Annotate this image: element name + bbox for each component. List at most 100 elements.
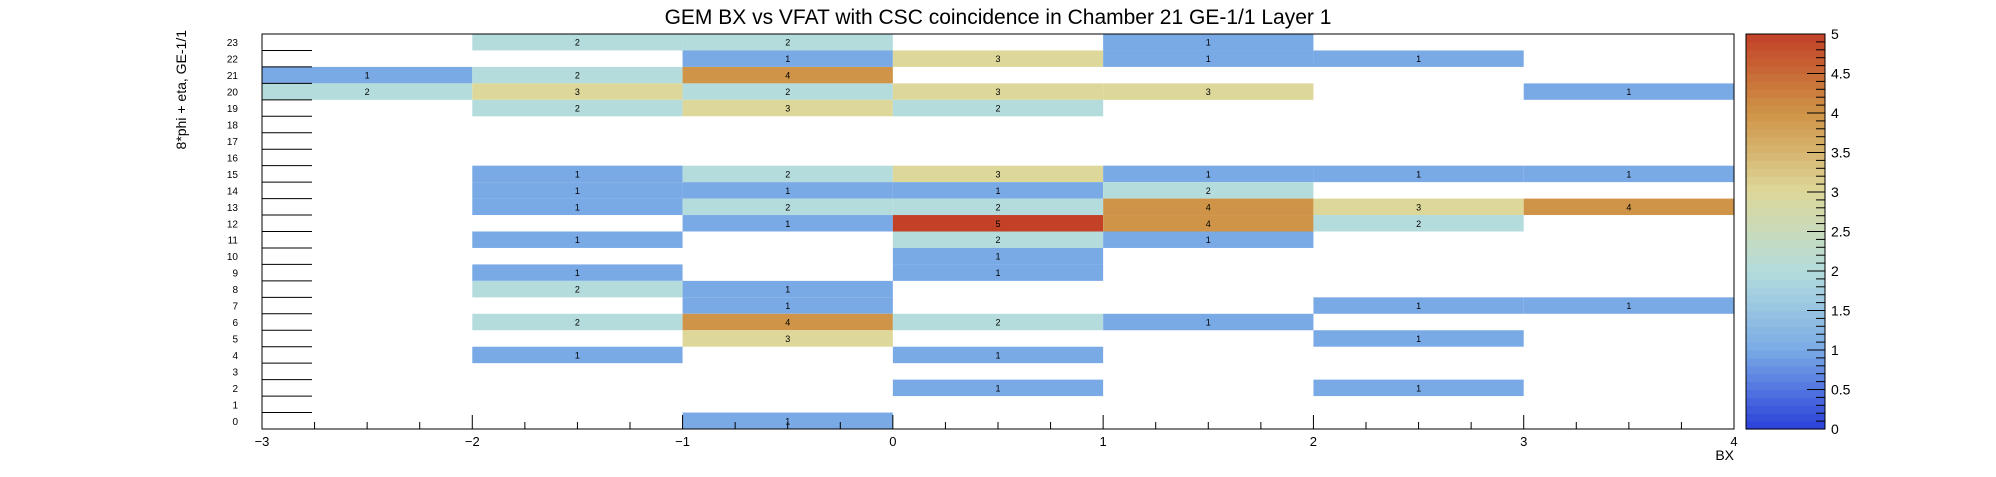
cell-value-label: 1 (785, 416, 790, 426)
heatmap-cell (682, 313, 893, 331)
heatmap-cell (472, 66, 683, 84)
colorbar-band (1746, 144, 1825, 154)
heatmap-cell (472, 182, 683, 199)
colorbar-band (1746, 397, 1825, 406)
cell-value-label: 3 (1206, 87, 1211, 97)
cell-value-label: 2 (575, 285, 580, 295)
heatmap-cell (892, 264, 1104, 281)
colorbar-band (1746, 207, 1825, 217)
cell-value-label: 2 (1416, 219, 1421, 229)
heatmap-cell (472, 313, 683, 331)
heatmap-cell (682, 182, 893, 199)
heatmap-cell (892, 247, 1104, 265)
cell-value-label: 1 (1626, 87, 1631, 97)
heatmap-cell (472, 264, 683, 281)
cell-value-label: 3 (995, 54, 1000, 64)
colorbar-band (1746, 105, 1825, 114)
colorbar-band (1746, 389, 1825, 398)
cell-value-label: 2 (995, 235, 1000, 245)
heatmap-cell (892, 313, 1104, 331)
heatmap-cell (1313, 165, 1524, 183)
cell-value-label: 1 (1416, 54, 1421, 64)
heatmap-cell (682, 34, 893, 51)
x-tick-label: −2 (465, 434, 480, 449)
y-tick-label: 16 (227, 153, 239, 164)
cell-value-label: 3 (995, 87, 1000, 97)
y-tick-label: 10 (227, 252, 239, 263)
colorbar-band (1746, 128, 1825, 138)
cell-value-label: 1 (785, 301, 790, 311)
cell-value-label: 2 (575, 104, 580, 114)
colorbar-tick-label: 0 (1831, 421, 1839, 437)
x-tick-label: 3 (1520, 434, 1527, 449)
colorbar-tick-label: 4 (1831, 105, 1839, 121)
colorbar-band (1746, 326, 1825, 335)
colorbar-band (1746, 334, 1825, 343)
x-tick-label: 1 (1100, 434, 1107, 449)
heatmap-cell (682, 99, 893, 117)
heatmap-cell (1103, 165, 1314, 183)
colorbar-band (1746, 263, 1825, 272)
colorbar-band (1746, 215, 1825, 225)
colorbar-band (1746, 65, 1825, 75)
cell-value-label: 1 (1206, 169, 1211, 179)
heatmap-cell (472, 346, 683, 364)
cell-value-label: 1 (995, 268, 1000, 278)
colorbar-band (1746, 176, 1825, 185)
y-tick-label: 2 (232, 384, 238, 395)
colorbar-tick-label: 3 (1831, 184, 1839, 200)
colorbar-band (1746, 73, 1825, 82)
cell-value-label: 2 (995, 202, 1000, 212)
y-tick-label: 7 (232, 302, 238, 313)
cell-value-label: 1 (995, 383, 1000, 393)
cell-value-label: 1 (365, 71, 370, 81)
heatmap-cell (892, 50, 1104, 67)
x-axis-label: BX (1715, 447, 1734, 463)
cell-value-label: 2 (785, 87, 790, 97)
colorbar-tick-label: 5 (1831, 26, 1839, 42)
cell-value-label: 1 (1416, 383, 1421, 393)
heatmap-cell (1313, 198, 1524, 216)
heatmap-cell (1103, 313, 1314, 331)
y-tick-label: 0 (232, 417, 238, 428)
heatmap-cell (682, 215, 893, 232)
colorbar-band (1746, 373, 1825, 383)
heatmap-cell (682, 50, 893, 67)
heatmap-cell (472, 198, 683, 216)
cell-value-label: 4 (1206, 219, 1211, 229)
heatmap-cell (1313, 50, 1524, 67)
colorbar-band (1746, 89, 1825, 98)
x-tick-label: −1 (675, 434, 690, 449)
cell-value-label: 1 (785, 219, 790, 229)
y-tick-label: 15 (227, 170, 239, 181)
heatmap-cell (1313, 297, 1524, 314)
cell-value-label: 2 (995, 104, 1000, 114)
heatmap-cell (892, 346, 1104, 364)
cell-value-label: 4 (1626, 202, 1631, 212)
heatmap-cell (682, 198, 893, 216)
colorbar-band (1746, 184, 1825, 193)
heatmap-cell (1103, 34, 1314, 51)
y-tick-label: 11 (228, 236, 239, 247)
cells-layer (262, 34, 1734, 429)
y-tick-label: 3 (232, 367, 238, 378)
colorbar-band (1746, 255, 1825, 264)
cell-value-label: 2 (785, 169, 790, 179)
colorbar-band (1746, 57, 1825, 67)
colorbar-band (1746, 192, 1825, 201)
cell-value-label: 1 (1206, 54, 1211, 64)
colorbar-band (1746, 278, 1825, 288)
heatmap-cell (1523, 198, 1734, 216)
colorbar-band (1746, 41, 1825, 51)
colorbar-band (1746, 120, 1825, 130)
x-tick-label: 2 (1310, 434, 1317, 449)
colorbar-tick-label: 1.5 (1831, 303, 1851, 319)
cell-value-label: 1 (1416, 301, 1421, 311)
cell-value-label: 1 (575, 268, 580, 278)
colorbar-band (1746, 294, 1825, 304)
heatmap-cell (892, 379, 1104, 397)
colorbar-band (1746, 405, 1825, 414)
cell-value-label: 1 (1626, 301, 1631, 311)
y-tick-label: 20 (227, 88, 239, 99)
